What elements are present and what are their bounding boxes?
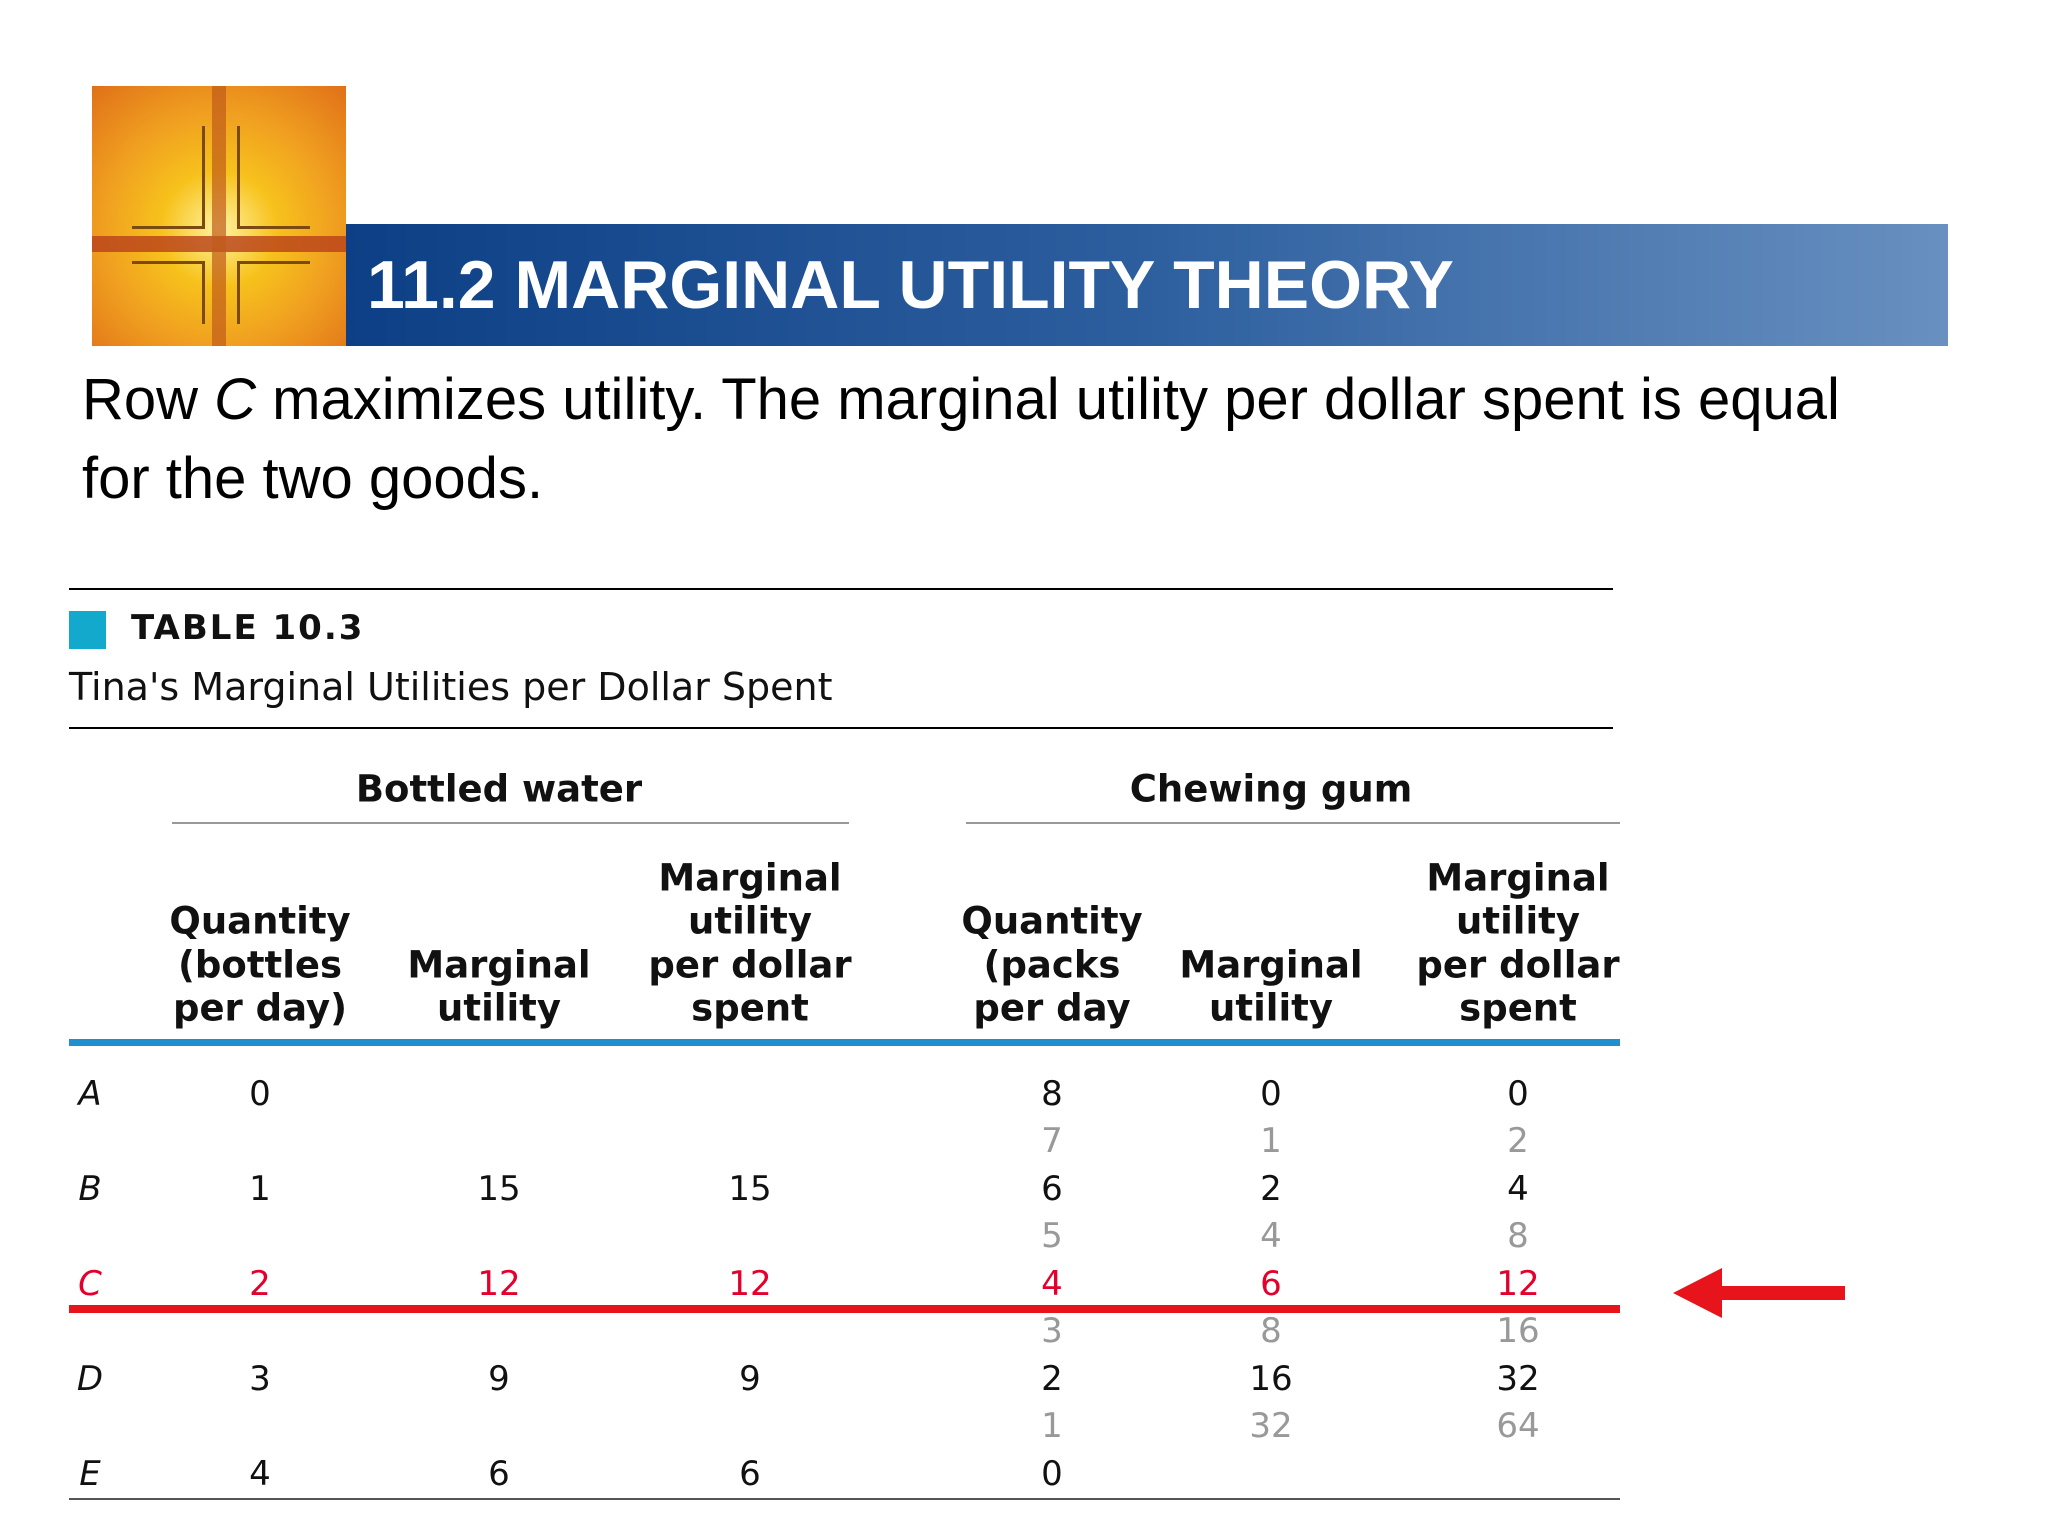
table-cell: 0 (1041, 1454, 1063, 1494)
row-label: E (79, 1454, 101, 1494)
column-header: spent (1459, 986, 1577, 1030)
title-banner (346, 224, 1948, 346)
header-rule (69, 1039, 1620, 1046)
group-rule (172, 822, 849, 824)
table-cell: 1 (249, 1169, 271, 1209)
table-cell: 3 (249, 1359, 271, 1399)
table-cell: 32 (1496, 1359, 1540, 1399)
column-header: Marginal (407, 943, 591, 987)
column-header: Quantity (961, 899, 1143, 943)
row-label: D (76, 1359, 104, 1399)
table-cell: 0 (1507, 1074, 1529, 1114)
arrow (1673, 1268, 1845, 1318)
column-header: per day (973, 986, 1131, 1030)
table-cell: 4 (1041, 1264, 1063, 1304)
table-caption: Tina's Marginal Utilities per Dollar Spe… (69, 665, 833, 709)
table-cell: 2 (249, 1264, 271, 1304)
table-cell: 6 (1260, 1264, 1282, 1304)
table-marker (69, 611, 106, 649)
column-header: per day) (172, 986, 348, 1030)
table-cell: 5 (1041, 1216, 1063, 1256)
table-cell: 6 (488, 1454, 510, 1494)
column-header: Marginal (1426, 856, 1610, 900)
column-header: per dollar (1416, 943, 1620, 987)
table-cell: 6 (739, 1454, 761, 1494)
text-emphasis: C (214, 367, 257, 432)
highlight-line (69, 1305, 1620, 1313)
table-rule (69, 588, 1613, 590)
text: Row (82, 367, 215, 432)
table-cell: 2 (1260, 1169, 1282, 1209)
table-cell: 9 (739, 1359, 761, 1399)
table-cell: 8 (1507, 1216, 1529, 1256)
table-cell: 0 (1260, 1074, 1282, 1114)
column-header: utility (1456, 899, 1580, 943)
group-header: Chewing gum (1129, 767, 1413, 811)
table-cell: 7 (1041, 1121, 1063, 1161)
table-label: TABLE 10.3 (131, 608, 365, 648)
column-header: (packs (983, 943, 1121, 987)
table-cell: 8 (1260, 1311, 1282, 1351)
row-label: A (78, 1074, 102, 1114)
table-cell: 3 (1041, 1311, 1063, 1351)
table-cell: 12 (477, 1264, 521, 1304)
table-cell: 1 (1260, 1121, 1282, 1161)
table-cell: 12 (1496, 1264, 1540, 1304)
column-header: Marginal (658, 856, 842, 900)
table-cell: 6 (1041, 1169, 1063, 1209)
table-cell: 2 (1507, 1121, 1529, 1161)
column-header: spent (691, 986, 809, 1030)
section-icon (92, 86, 346, 346)
table-cell: 4 (1260, 1216, 1282, 1256)
table-cell: 4 (1507, 1169, 1529, 1209)
column-header: (bottles (178, 943, 342, 987)
row-label: B (78, 1169, 102, 1209)
slide-title: 11.2 MARGINAL UTILITY THEORY (367, 247, 1454, 323)
table-cell: 4 (249, 1454, 271, 1494)
column-header: utility (688, 899, 812, 943)
column-header: utility (1209, 986, 1333, 1030)
group-rule (966, 822, 1620, 824)
group-header: Bottled water (355, 767, 643, 811)
table-cell: 2 (1041, 1359, 1063, 1399)
column-header: Quantity (169, 899, 351, 943)
row-label: C (78, 1264, 102, 1304)
text: maximizes utility. The marginal utility … (82, 367, 1840, 511)
table-cell: 8 (1041, 1074, 1063, 1114)
table-cell: 12 (728, 1264, 772, 1304)
table-cell: 0 (249, 1074, 271, 1114)
column-header: Marginal (1179, 943, 1363, 987)
column-header: per dollar (648, 943, 852, 987)
table-cell: 32 (1249, 1406, 1293, 1446)
table-cell: 1 (1041, 1406, 1063, 1446)
table-cell: 15 (477, 1169, 521, 1209)
table-rule (69, 1498, 1620, 1500)
table-cell: 9 (488, 1359, 510, 1399)
table-rule (69, 727, 1613, 729)
table-cell: 16 (1496, 1311, 1540, 1351)
column-header: utility (437, 986, 561, 1030)
table-cell: 64 (1496, 1406, 1540, 1446)
body-text: Row C maximizes utility. The marginal ut… (82, 360, 1882, 518)
table-cell: 16 (1249, 1359, 1293, 1399)
table-cell: 15 (728, 1169, 772, 1209)
